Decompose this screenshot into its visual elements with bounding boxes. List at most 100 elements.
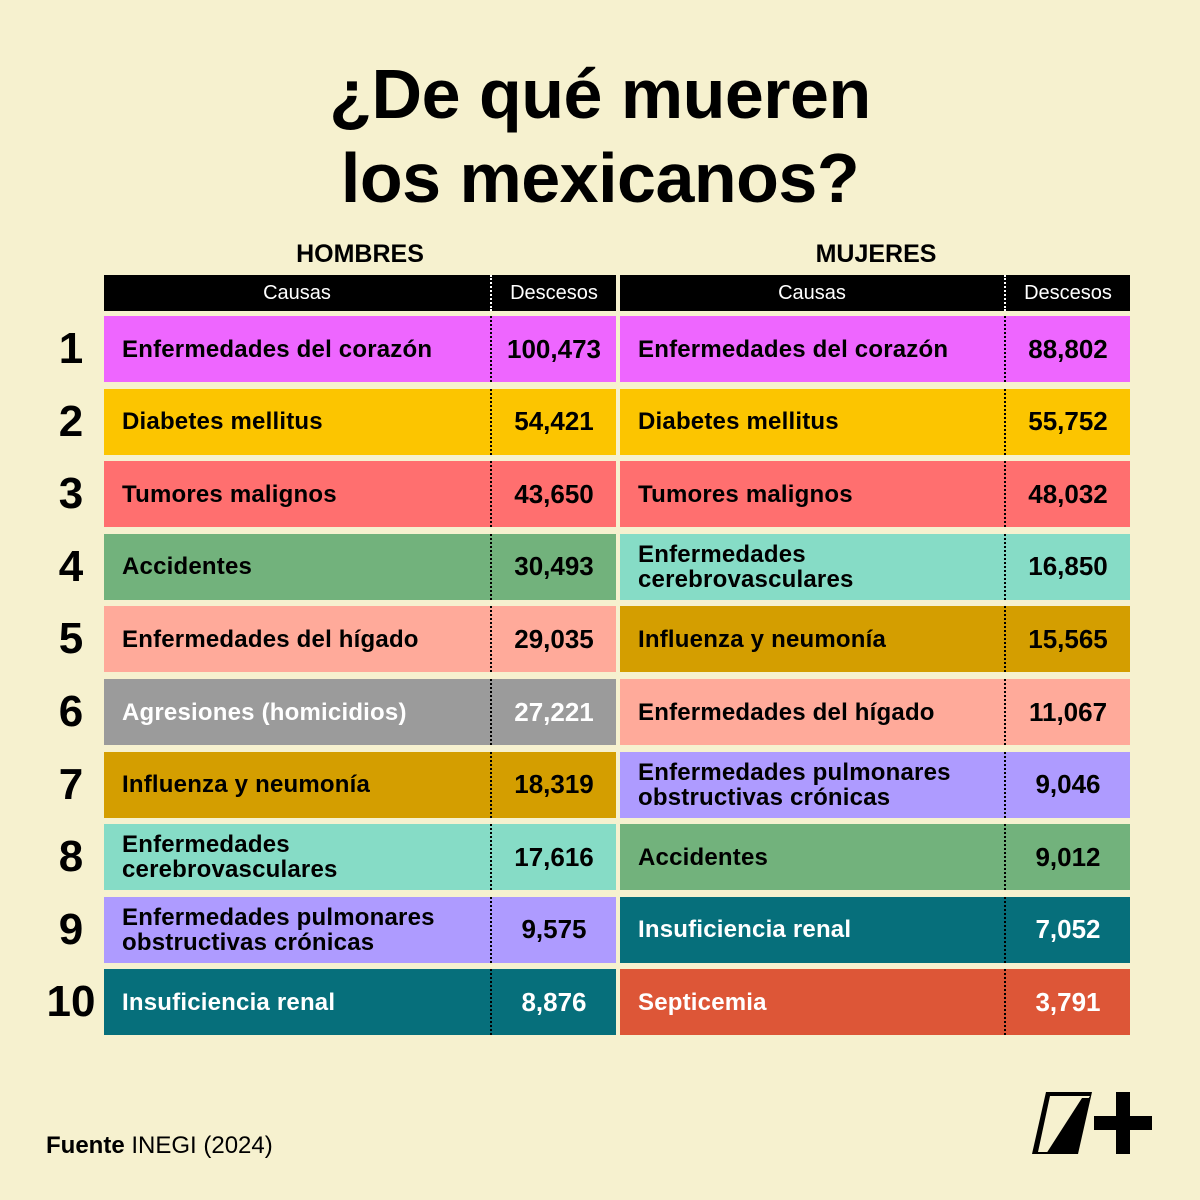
deaths-value: 11,067 (1028, 696, 1108, 727)
deaths-value: 88,802 (1028, 333, 1108, 364)
cause-cell: Insuficiencia renal (122, 988, 336, 1016)
table-row: Septicemia 3,791 (620, 969, 1130, 1036)
rank-number: 1 (58, 324, 84, 373)
column-divider (490, 896, 492, 963)
rank-number: 8 (58, 832, 84, 882)
cause-cell: Septicemia (638, 988, 767, 1016)
column-divider (490, 751, 492, 818)
deaths-value: 30,493 (514, 551, 594, 582)
column-divider (490, 679, 492, 745)
column-divider (1004, 969, 1006, 1036)
deaths-value: 16,850 (1028, 551, 1108, 582)
cause-cell: Influenza y neumonía (638, 625, 887, 653)
deaths-value: 9,575 (521, 914, 587, 945)
column-divider (1004, 533, 1006, 600)
source-value: INEGI (2024) (131, 1132, 273, 1159)
deaths-value: 9,012 (1035, 841, 1101, 872)
table-row: Enfermedades pulmonares obstructivas cró… (620, 751, 1130, 818)
column-divider (1004, 679, 1006, 745)
table-row: Accidentes 9,012 (620, 824, 1130, 891)
deaths-value: 8,876 (521, 986, 587, 1017)
table-row: Influenza y neumonía 18,319 (104, 751, 616, 818)
rank-number: 6 (58, 687, 84, 736)
rank-number: 3 (58, 469, 84, 519)
table-row: Accidentes 30,493 (104, 533, 616, 600)
table-row: Insuficiencia renal 7,052 (620, 896, 1130, 963)
nplus-logo-icon (1032, 1092, 1152, 1154)
deaths-value: 7,052 (1035, 914, 1101, 945)
column-divider (490, 606, 492, 673)
column-divider (490, 388, 492, 455)
cause-cell: Enfermedades cerebrovasculares (638, 540, 854, 593)
column-divider (1004, 824, 1006, 891)
table-row: Enfermedades del corazón 100,473 (104, 316, 616, 382)
cause-cell: Tumores malignos (638, 480, 853, 508)
column-divider (490, 969, 492, 1036)
table-row: Agresiones (homicidios) 27,221 (104, 679, 616, 745)
rank-number: 10 (46, 977, 96, 1027)
table-header-hombres: Causas Descesos (104, 275, 616, 311)
column-divider (490, 533, 492, 600)
table-row: Diabetes mellitus 55,752 (620, 388, 1130, 455)
deaths-value: 48,032 (1028, 478, 1108, 509)
cause-cell: Enfermedades del corazón (638, 335, 949, 363)
group-label-mujeres: MUJERES (815, 240, 937, 268)
deaths-value: 43,650 (514, 478, 594, 509)
column-divider (490, 316, 492, 382)
deaths-value: 9,046 (1035, 769, 1101, 800)
cause-cell: Enfermedades cerebrovasculares (122, 831, 338, 884)
title-line-2: los mexicanos? (340, 139, 860, 217)
cause-cell: Insuficiencia renal (638, 916, 852, 944)
rank-number: 2 (58, 396, 84, 446)
column-divider (490, 824, 492, 891)
column-divider (1004, 388, 1006, 455)
table-row: Tumores malignos 48,032 (620, 461, 1130, 528)
source-label: Fuente (46, 1132, 125, 1159)
header-descesos: Descesos (1024, 282, 1112, 304)
table-row: Enfermedades cerebrovasculares 17,616 (104, 824, 616, 891)
header-causas: Causas (778, 282, 846, 304)
deaths-value: 27,221 (514, 696, 594, 727)
cause-cell: Influenza y neumonía (122, 771, 371, 799)
header-divider (490, 275, 492, 311)
cause-cell: Tumores malignos (122, 480, 337, 508)
rank-number: 9 (58, 904, 84, 954)
table-row: Influenza y neumonía 15,565 (620, 606, 1130, 673)
table-row: Diabetes mellitus 54,421 (104, 388, 616, 455)
cause-cell: Enfermedades del hígado (122, 625, 419, 653)
rank-number: 4 (58, 541, 84, 591)
cause-cell: Diabetes mellitus (122, 408, 323, 436)
deaths-value: 100,473 (507, 333, 601, 364)
column-divider (1004, 316, 1006, 382)
cause-cell: Diabetes mellitus (638, 408, 839, 436)
cause-cell: Enfermedades pulmonares obstructivas cró… (122, 903, 435, 956)
cause-cell: Accidentes (638, 843, 769, 871)
page-title: ¿De qué mueren los mexicanos? (0, 52, 1200, 220)
header-causas: Causas (263, 282, 331, 304)
table-row: Tumores malignos 43,650 (104, 461, 616, 528)
table-row: Enfermedades del hígado 11,067 (620, 679, 1130, 745)
deaths-value: 3,791 (1035, 986, 1101, 1017)
deaths-value: 15,565 (1028, 623, 1108, 654)
table-row: Enfermedades pulmonares obstructivas cró… (104, 896, 616, 963)
group-label-hombres: HOMBRES (296, 240, 424, 268)
cause-cell: Accidentes (122, 553, 253, 581)
column-divider (1004, 461, 1006, 528)
cause-cell: Enfermedades del hígado (638, 698, 935, 726)
column-divider (1004, 606, 1006, 673)
cause-cell: Enfermedades del corazón (122, 335, 433, 363)
deaths-value: 54,421 (514, 406, 594, 437)
column-divider (490, 461, 492, 528)
column-divider (1004, 896, 1006, 963)
column-divider (1004, 751, 1006, 818)
source-note: Fuente INEGI (2024) (46, 1132, 273, 1160)
table-header-mujeres: Causas Descesos (620, 275, 1130, 311)
header-descesos: Descesos (510, 282, 598, 304)
header-divider (1004, 275, 1006, 311)
cause-cell: Agresiones (homicidios) (122, 698, 407, 726)
rank-number: 7 (58, 759, 84, 809)
deaths-value: 29,035 (514, 623, 594, 654)
deaths-value: 17,616 (514, 841, 594, 872)
title-line-1: ¿De qué mueren (329, 55, 871, 133)
table-row: Insuficiencia renal 8,876 (104, 969, 616, 1036)
